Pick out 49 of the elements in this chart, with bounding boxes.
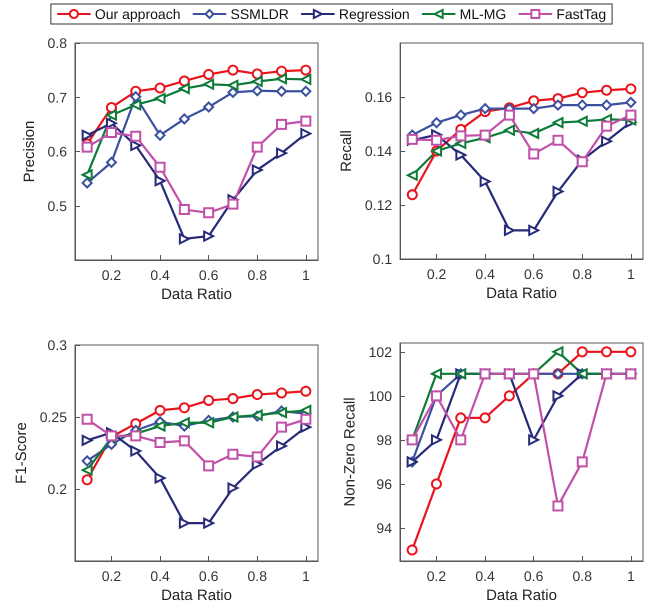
x-tick-label: 0.2 [102, 568, 122, 584]
legend-label: Our approach [94, 6, 180, 22]
x-axis-title: Data Ratio [161, 286, 232, 303]
y-axis-title: Non-Zero Recall [342, 397, 359, 507]
y-tick-label: 0.2 [48, 481, 68, 497]
y-tick-label: 94 [376, 520, 392, 536]
x-tick-label: 0.4 [475, 568, 495, 584]
x-tick-label: 0.8 [248, 568, 268, 584]
x-axis-title: Data Ratio [486, 586, 557, 604]
x-tick-label: 0.8 [572, 266, 592, 282]
y-tick-label: 98 [376, 432, 392, 448]
x-tick-label: 0.4 [150, 267, 170, 283]
x-tick-label: 0.6 [524, 266, 544, 282]
x-tick-label: 0.6 [198, 568, 219, 584]
y-tick-label: 96 [376, 476, 392, 492]
x-tick-label: 0.6 [524, 568, 544, 584]
y-tick-label: 0.5 [48, 198, 68, 214]
x-tick-label: 1 [302, 267, 310, 283]
y-axis-title: Recall [338, 130, 355, 172]
x-axis-title: Data Ratio [161, 586, 232, 604]
y-tick-label: 0.12 [364, 197, 392, 213]
legend-label: SSMLDR [230, 6, 289, 22]
y-tick-label: 0.1 [372, 251, 392, 267]
x-tick-label: 0.6 [198, 267, 219, 283]
y-tick-label: 0.14 [364, 143, 392, 159]
x-tick-label: 0.2 [426, 568, 446, 584]
legend-label: FastTag [556, 6, 606, 22]
y-tick-label: 0.3 [48, 337, 68, 353]
x-axis-title: Data Ratio [486, 284, 558, 302]
y-tick-label: 100 [368, 388, 392, 404]
x-tick-label: 1 [626, 568, 635, 584]
y-tick-label: 0.8 [48, 35, 68, 51]
y-axis-title: Precision [21, 120, 38, 182]
x-tick-label: 0.4 [475, 266, 496, 282]
legend-label: Regression [338, 6, 410, 22]
x-tick-label: 0.8 [572, 568, 592, 584]
x-tick-label: 0.2 [426, 266, 447, 282]
x-tick-label: 0.2 [102, 267, 122, 283]
x-tick-label: 0.8 [248, 267, 268, 283]
y-tick-label: 0.6 [48, 144, 68, 160]
x-tick-label: 1 [626, 266, 635, 282]
y-tick-label: 0.16 [364, 89, 392, 105]
x-tick-label: 0.4 [150, 568, 170, 584]
y-tick-label: 102 [368, 344, 392, 360]
y-axis-title: F1-Score [12, 422, 30, 484]
y-tick-label: 0.7 [48, 89, 68, 106]
legend-label: ML-MG [460, 6, 506, 22]
y-tick-label: 0.25 [40, 409, 68, 425]
x-tick-label: 1 [302, 568, 310, 584]
